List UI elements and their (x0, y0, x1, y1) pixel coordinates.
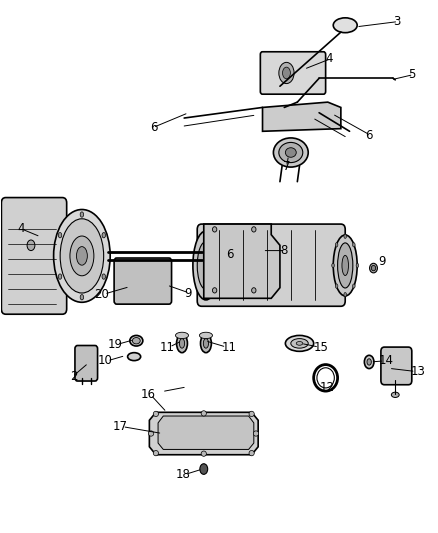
Ellipse shape (102, 232, 106, 238)
Text: 4: 4 (18, 222, 25, 235)
Text: 10: 10 (98, 354, 113, 367)
Ellipse shape (286, 335, 314, 351)
Ellipse shape (127, 353, 141, 361)
Ellipse shape (80, 212, 84, 217)
Ellipse shape (199, 332, 212, 338)
Ellipse shape (132, 337, 140, 344)
Ellipse shape (252, 227, 256, 232)
Text: 19: 19 (107, 338, 122, 351)
FancyBboxPatch shape (114, 258, 172, 304)
Ellipse shape (367, 359, 371, 365)
Ellipse shape (153, 411, 159, 417)
Ellipse shape (338, 243, 353, 288)
Ellipse shape (291, 338, 308, 348)
Ellipse shape (333, 18, 357, 33)
Ellipse shape (80, 295, 84, 300)
Ellipse shape (332, 263, 334, 268)
Text: 7: 7 (283, 160, 290, 173)
Ellipse shape (273, 138, 308, 167)
Text: 8: 8 (280, 244, 287, 257)
Ellipse shape (344, 234, 346, 238)
Text: 11: 11 (221, 341, 236, 353)
Text: 16: 16 (141, 389, 156, 401)
Ellipse shape (130, 335, 143, 346)
Ellipse shape (148, 431, 154, 436)
Text: 9: 9 (378, 255, 386, 268)
FancyBboxPatch shape (197, 224, 345, 306)
Ellipse shape (201, 334, 212, 353)
Ellipse shape (344, 293, 346, 297)
Ellipse shape (102, 274, 106, 279)
Ellipse shape (286, 148, 296, 157)
Polygon shape (158, 416, 254, 449)
FancyBboxPatch shape (381, 347, 412, 385)
Ellipse shape (279, 62, 294, 84)
Ellipse shape (201, 411, 206, 416)
Ellipse shape (200, 464, 208, 474)
Polygon shape (149, 413, 258, 455)
FancyBboxPatch shape (1, 198, 67, 314)
Ellipse shape (364, 356, 374, 368)
Ellipse shape (60, 219, 104, 293)
Ellipse shape (279, 142, 303, 163)
Ellipse shape (201, 451, 206, 456)
Text: 9: 9 (184, 287, 192, 300)
Text: 17: 17 (113, 420, 127, 433)
Ellipse shape (53, 209, 110, 302)
Ellipse shape (371, 265, 376, 271)
Ellipse shape (336, 243, 338, 247)
Ellipse shape (370, 263, 378, 273)
Text: 6: 6 (151, 121, 158, 134)
Ellipse shape (197, 241, 215, 289)
Ellipse shape (203, 338, 208, 348)
Text: 6: 6 (226, 248, 233, 261)
Text: 15: 15 (314, 341, 329, 353)
FancyBboxPatch shape (260, 52, 325, 94)
Ellipse shape (353, 284, 355, 288)
Text: 2: 2 (70, 370, 78, 383)
Ellipse shape (153, 450, 159, 456)
Text: 6: 6 (365, 128, 372, 141)
Polygon shape (262, 102, 341, 131)
Ellipse shape (336, 284, 338, 288)
Text: 18: 18 (176, 468, 191, 481)
Ellipse shape (58, 274, 62, 279)
FancyBboxPatch shape (75, 345, 98, 381)
Text: 13: 13 (410, 365, 425, 378)
Ellipse shape (193, 231, 219, 300)
Ellipse shape (333, 235, 357, 296)
Ellipse shape (70, 236, 94, 276)
Ellipse shape (283, 67, 290, 79)
Ellipse shape (253, 431, 258, 436)
Ellipse shape (249, 411, 254, 417)
Ellipse shape (177, 334, 187, 353)
Text: 12: 12 (319, 381, 335, 394)
Text: 14: 14 (379, 354, 394, 367)
Ellipse shape (356, 263, 359, 268)
Ellipse shape (176, 332, 188, 338)
Text: 3: 3 (393, 15, 400, 28)
Text: 5: 5 (408, 68, 416, 81)
Ellipse shape (212, 288, 217, 293)
Text: 20: 20 (95, 288, 110, 301)
Polygon shape (204, 224, 280, 298)
Text: 4: 4 (325, 52, 333, 65)
Ellipse shape (27, 240, 35, 251)
Ellipse shape (296, 342, 303, 345)
Text: 11: 11 (159, 341, 175, 353)
Ellipse shape (58, 232, 62, 238)
Ellipse shape (391, 392, 399, 398)
Ellipse shape (180, 338, 185, 348)
Ellipse shape (353, 243, 355, 247)
Ellipse shape (249, 450, 254, 456)
Ellipse shape (77, 247, 87, 265)
Ellipse shape (342, 255, 349, 276)
Ellipse shape (252, 288, 256, 293)
Ellipse shape (212, 227, 217, 232)
